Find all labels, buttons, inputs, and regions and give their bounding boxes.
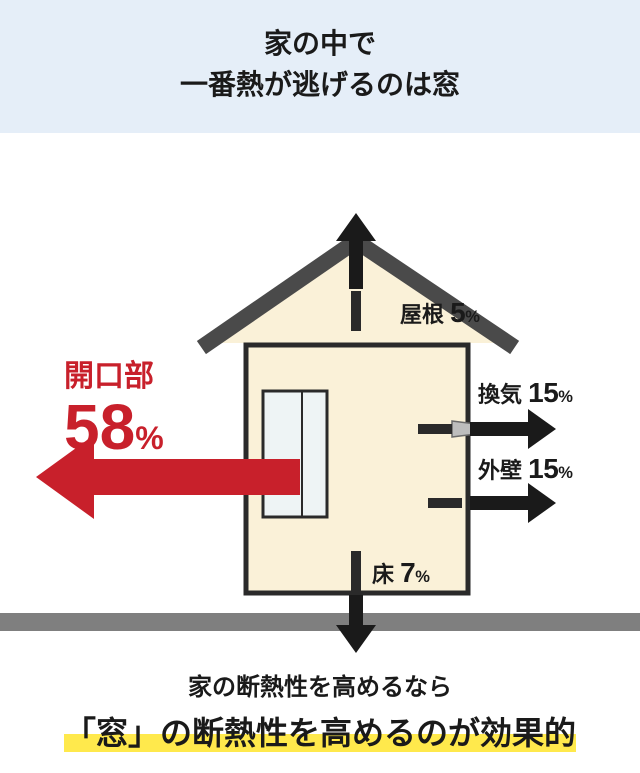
- opening-value: 58: [64, 391, 135, 463]
- header-line2: 一番熱が逃げるのは窓: [180, 69, 460, 100]
- roof-pct-sign: %: [465, 308, 480, 326]
- wall-pct-sign: %: [558, 464, 573, 482]
- roof-text: 屋根: [400, 302, 444, 327]
- footer-line2: 「窓」の断熱性を高めるのが効果的: [64, 708, 576, 754]
- vent-pct-sign: %: [558, 388, 573, 406]
- floor-pct-sign: %: [415, 568, 430, 586]
- opening-label: 開口部 58%: [64, 351, 164, 459]
- header-line1: 家の中で: [264, 28, 376, 59]
- floor-label: 床 7%: [372, 557, 430, 589]
- floor-value: 7: [400, 557, 415, 588]
- roof-value: 5: [450, 297, 465, 328]
- wall-value: 15: [528, 453, 558, 484]
- footer-line2-wrap: 「窓」の断熱性を高めるのが効果的: [64, 708, 576, 754]
- vent-label: 換気 15%: [478, 377, 573, 409]
- wall-text: 外壁: [478, 458, 522, 483]
- house-heat-loss-diagram: 開口部 58% 屋根 5% 換気 15% 外壁 15% 床 7%: [0, 133, 640, 653]
- vent-value: 15: [528, 377, 558, 408]
- wall-label: 外壁 15%: [478, 453, 573, 485]
- opening-pct-sign: %: [135, 420, 163, 456]
- roof-label: 屋根 5%: [400, 297, 480, 329]
- floor-text: 床: [372, 562, 394, 587]
- opening-text: 開口部: [64, 351, 164, 395]
- vent-text: 換気: [478, 382, 522, 407]
- header-band: 家の中で 一番熱が逃げるのは窓: [0, 0, 640, 133]
